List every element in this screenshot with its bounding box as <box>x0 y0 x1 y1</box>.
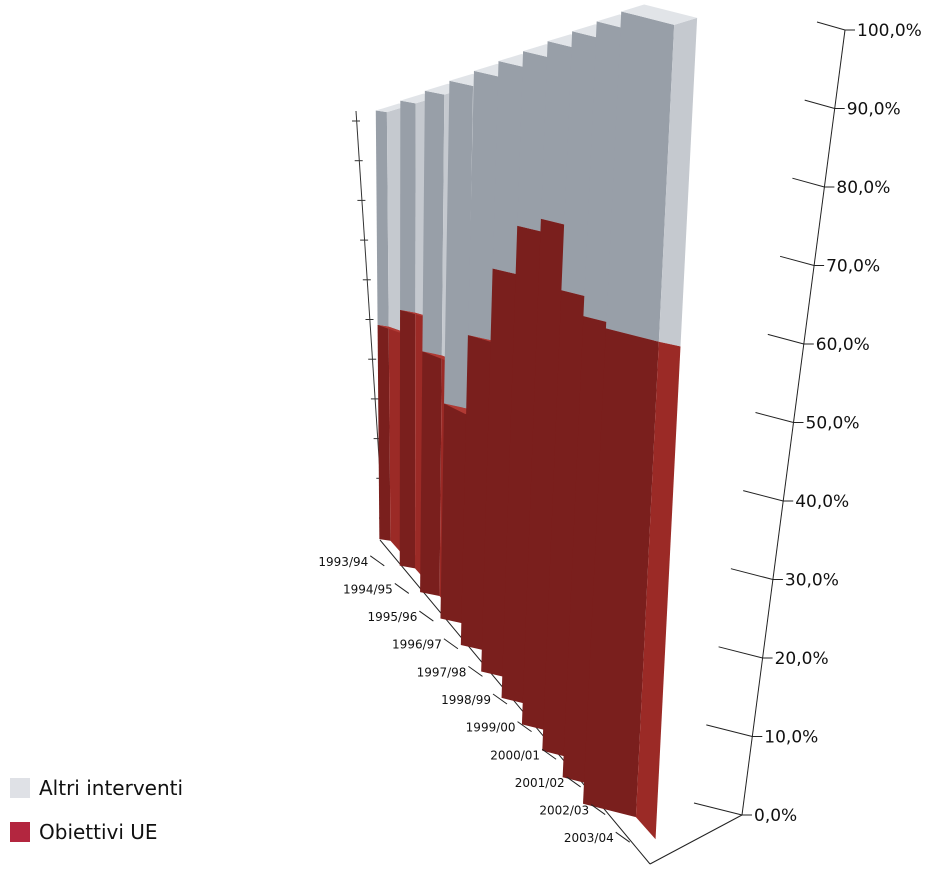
bar-side-obiettivi-ue <box>583 328 659 818</box>
y-tick-line <box>706 724 753 737</box>
category-tick <box>517 721 532 733</box>
y-tick-line <box>767 333 804 345</box>
chart-category-labels: 1993/94 1994/95 1995/96 1996/97 1997/98 1998/… <box>318 555 631 845</box>
bar-side-obiettivi-ue <box>420 351 442 597</box>
y-tick-line <box>816 21 846 31</box>
category-label-1999-00: 1999/00 <box>466 721 516 735</box>
y-tick-line <box>779 255 815 266</box>
y-tick-label: 40,0% <box>795 492 849 512</box>
y-tick-line <box>804 99 835 109</box>
chart-legend: Altri interventi Obiettivi UE <box>10 773 183 861</box>
category-tick <box>590 804 606 815</box>
bar-side-obiettivi-ue <box>399 309 416 569</box>
y-tick-line <box>693 802 743 816</box>
category-tick <box>369 555 385 567</box>
y-tick-label: 10,0% <box>764 728 818 748</box>
y-tick-label: 20,0% <box>775 649 829 669</box>
legend-label-altri-interventi: Altri interventi <box>39 776 184 800</box>
y-tick-label: 70,0% <box>826 257 880 277</box>
legend-swatch-obiettivi-ue <box>10 822 30 842</box>
bar-front-altri-interventi <box>658 17 698 347</box>
y-tick-label: 100,0% <box>857 21 922 41</box>
chart-axis-ticks: 0,0% 10,0% 20,0% 30,0% 40,0% 50,0% 60,0% 70,0% 8… <box>693 21 922 826</box>
category-label-1996-97: 1996/97 <box>392 638 442 652</box>
y-tick-label: 50,0% <box>806 414 860 434</box>
category-label-2003-04: 2003/04 <box>564 831 614 845</box>
bar-side-obiettivi-ue <box>440 403 468 624</box>
bar-front-obiettivi-ue <box>635 341 681 840</box>
category-label-1997-98: 1997/98 <box>417 665 467 679</box>
category-tick <box>419 610 434 622</box>
category-label-1994-95: 1994/95 <box>343 582 393 596</box>
bar-side-altri-interventi <box>605 11 675 342</box>
y-tick-label: 80,0% <box>836 178 890 198</box>
y-tick-line <box>718 646 763 659</box>
y-tick-label: 60,0% <box>816 335 870 355</box>
category-tick <box>443 638 459 650</box>
legend-swatch-altri-interventi <box>10 778 30 798</box>
category-label-1995-96: 1995/96 <box>368 610 418 624</box>
category-tick <box>541 748 557 760</box>
legend-label-obiettivi-ue: Obiettivi UE <box>39 820 158 844</box>
chart-bars <box>375 4 698 840</box>
category-tick <box>394 583 410 594</box>
y-tick-label: 0,0% <box>754 806 797 826</box>
category-label-2001-02: 2001/02 <box>515 776 565 790</box>
y-tick-line <box>792 177 825 188</box>
legend-item-obiettivi-ue: Obiettivi UE <box>10 817 183 847</box>
category-axis-line <box>379 539 651 865</box>
bar-2003-04 <box>583 4 698 840</box>
category-tick <box>566 776 581 788</box>
bar-side-altri-interventi <box>444 80 474 409</box>
y-tick-line <box>755 412 794 423</box>
bar-side-altri-interventi <box>375 110 389 327</box>
category-tick <box>492 693 508 705</box>
category-tick <box>468 665 483 677</box>
bar-side-altri-interventi <box>422 90 445 356</box>
category-label-2000-01: 2000/01 <box>490 748 540 762</box>
y-tick-line <box>730 568 774 580</box>
category-label-2002-03: 2002/03 <box>539 804 589 818</box>
category-label-1998-99: 1998/99 <box>441 693 491 707</box>
y-tick-line <box>743 490 784 502</box>
floor-edge-line <box>649 814 743 865</box>
bar-side-altri-interventi <box>400 100 416 313</box>
y-tick-label: 90,0% <box>847 100 901 120</box>
y-tick-label: 30,0% <box>785 571 839 591</box>
category-label-1993-94: 1993/94 <box>318 555 368 569</box>
bar-side-obiettivi-ue <box>377 324 391 541</box>
back-wall-axis <box>355 110 384 519</box>
legend-item-altri-interventi: Altri interventi <box>10 773 183 803</box>
category-tick <box>615 831 631 843</box>
bar-top-altri-interventi <box>621 4 698 25</box>
